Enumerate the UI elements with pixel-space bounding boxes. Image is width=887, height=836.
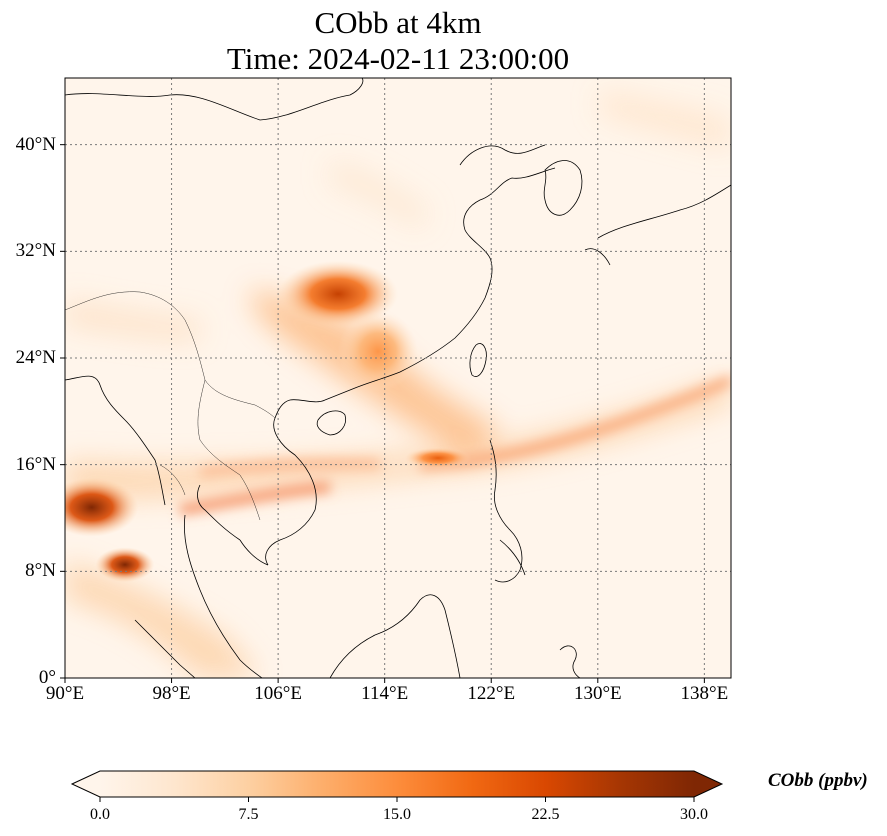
- myanmar-plume: [65, 478, 139, 537]
- coastline-layer: [65, 78, 731, 678]
- y-tick-label: 40°N: [15, 133, 56, 155]
- x-tick-label: 98°E: [152, 683, 191, 704]
- y-tick-label: 8°N: [25, 560, 56, 582]
- x-tick-label: 122°E: [467, 683, 516, 704]
- map-frame: [64, 77, 732, 679]
- plot-title-line-1: CObb at 4km: [314, 5, 482, 40]
- colorbar-tick-label: 0.0: [90, 806, 110, 823]
- y-tick-label: 0°: [38, 667, 56, 688]
- y-tick-label: 32°N: [15, 240, 56, 262]
- colorbar-label: CObb (ppbv): [768, 770, 868, 791]
- x-tick-label: 114°E: [361, 683, 409, 704]
- colorbar-tick-label: 15.0: [383, 806, 411, 823]
- andaman-plume: [95, 547, 155, 583]
- x-tick-label: 138°E: [680, 683, 729, 704]
- x-tick-label: 130°E: [573, 683, 622, 704]
- south-china-tail: [338, 311, 418, 392]
- colorbar: [70, 770, 724, 802]
- colorbar-tick-marks: [99, 797, 695, 802]
- luzon-strait-plume: [404, 447, 472, 469]
- colorbar-tick-label: 7.5: [238, 806, 259, 823]
- x-tick-label: 106°E: [254, 683, 302, 704]
- border-layer: [65, 291, 276, 521]
- gridlines: [65, 78, 731, 678]
- y-tick-label: 16°N: [15, 453, 56, 475]
- colorbar-tick-label: 30.0: [680, 806, 708, 823]
- south-china-plume: [278, 260, 398, 328]
- y-tick-label: 24°N: [15, 347, 56, 368]
- x-tick-label: 90°E: [45, 683, 85, 704]
- axis-tick-marks: [60, 144, 705, 683]
- colorbar-max-extend: [694, 771, 722, 797]
- plot-title-line-2: Time: 2024-02-11 23:00:00: [226, 41, 570, 76]
- colorbar-gradient: [100, 771, 694, 797]
- colorbar-min-extend: [72, 771, 100, 797]
- colorbar-tick-label: 22.5: [531, 806, 560, 823]
- map-area: [65, 78, 731, 678]
- co-plume-layer: [65, 260, 472, 583]
